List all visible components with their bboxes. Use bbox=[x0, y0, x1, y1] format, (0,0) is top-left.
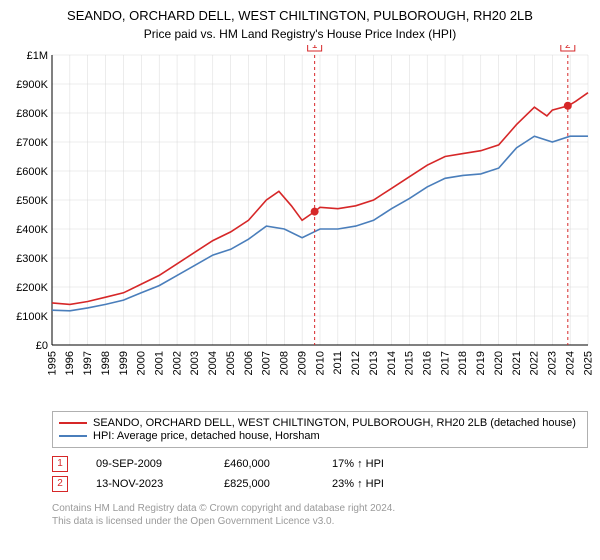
svg-text:1: 1 bbox=[312, 45, 318, 51]
legend-item: SEANDO, ORCHARD DELL, WEST CHILTINGTON, … bbox=[59, 417, 581, 429]
svg-text:2016: 2016 bbox=[422, 351, 434, 375]
svg-text:£100K: £100K bbox=[16, 311, 48, 323]
legend-item: HPI: Average price, detached house, Hors… bbox=[59, 430, 581, 442]
chart-title: SEANDO, ORCHARD DELL, WEST CHILTINGTON, … bbox=[6, 8, 594, 25]
svg-text:£0: £0 bbox=[36, 340, 48, 352]
svg-text:£400K: £400K bbox=[16, 224, 48, 236]
sale-dot-2 bbox=[564, 102, 572, 110]
svg-text:2: 2 bbox=[565, 45, 571, 51]
svg-text:2014: 2014 bbox=[386, 351, 398, 375]
sale-date: 09-SEP-2009 bbox=[96, 458, 196, 470]
svg-text:2004: 2004 bbox=[207, 351, 219, 375]
sale-badge: 1 bbox=[52, 456, 68, 472]
footer-attribution: Contains HM Land Registry data © Crown c… bbox=[52, 502, 588, 528]
svg-text:1995: 1995 bbox=[46, 351, 58, 375]
svg-text:2007: 2007 bbox=[261, 351, 273, 375]
svg-text:£800K: £800K bbox=[16, 108, 48, 120]
svg-text:£500K: £500K bbox=[16, 195, 48, 207]
svg-text:2013: 2013 bbox=[368, 351, 380, 375]
chart-subtitle: Price paid vs. HM Land Registry's House … bbox=[6, 27, 594, 41]
svg-text:2015: 2015 bbox=[404, 351, 416, 375]
svg-text:2011: 2011 bbox=[332, 351, 344, 375]
svg-text:£900K: £900K bbox=[16, 79, 48, 91]
svg-text:2008: 2008 bbox=[279, 351, 291, 375]
plot-area: £0 £100K £200K £300K £400K £500K £600K £700K £80… bbox=[6, 45, 594, 405]
sale-date: 13-NOV-2023 bbox=[96, 478, 196, 490]
legend-label: HPI: Average price, detached house, Hors… bbox=[93, 430, 320, 442]
legend-swatch bbox=[59, 422, 87, 424]
sale-price: £460,000 bbox=[224, 458, 304, 470]
sale-hpi: 23% ↑ HPI bbox=[332, 478, 412, 490]
footer-line-1: Contains HM Land Registry data © Crown c… bbox=[52, 502, 588, 515]
svg-text:1998: 1998 bbox=[100, 351, 112, 375]
svg-text:£300K: £300K bbox=[16, 253, 48, 265]
svg-text:2022: 2022 bbox=[529, 351, 541, 375]
svg-text:£700K: £700K bbox=[16, 137, 48, 149]
legend-swatch bbox=[59, 435, 87, 437]
sale-row: 1 09-SEP-2009 £460,000 17% ↑ HPI bbox=[52, 456, 588, 472]
svg-text:2000: 2000 bbox=[136, 351, 148, 375]
svg-text:2021: 2021 bbox=[511, 351, 523, 375]
sale-dot-1 bbox=[311, 207, 319, 215]
svg-text:£200K: £200K bbox=[16, 282, 48, 294]
svg-text:£600K: £600K bbox=[16, 166, 48, 178]
chart-container: SEANDO, ORCHARD DELL, WEST CHILTINGTON, … bbox=[0, 0, 600, 534]
svg-text:£1M: £1M bbox=[27, 50, 48, 62]
svg-text:1999: 1999 bbox=[118, 351, 130, 375]
svg-text:2017: 2017 bbox=[439, 351, 451, 375]
svg-text:2010: 2010 bbox=[314, 351, 326, 375]
svg-text:2012: 2012 bbox=[350, 351, 362, 375]
svg-text:2018: 2018 bbox=[457, 351, 469, 375]
svg-text:2009: 2009 bbox=[296, 351, 308, 375]
svg-text:2025: 2025 bbox=[582, 351, 594, 375]
sale-badge: 2 bbox=[52, 476, 68, 492]
svg-text:2019: 2019 bbox=[475, 351, 487, 375]
line-chart-svg: £0 £100K £200K £300K £400K £500K £600K £700K £80… bbox=[6, 45, 594, 405]
svg-text:2003: 2003 bbox=[189, 351, 201, 375]
sale-row: 2 13-NOV-2023 £825,000 23% ↑ HPI bbox=[52, 476, 588, 492]
legend-box: SEANDO, ORCHARD DELL, WEST CHILTINGTON, … bbox=[52, 411, 588, 448]
sale-price: £825,000 bbox=[224, 478, 304, 490]
svg-text:2020: 2020 bbox=[493, 351, 505, 375]
sales-table: 1 09-SEP-2009 £460,000 17% ↑ HPI 2 13-NOV-202… bbox=[52, 456, 588, 492]
sale-hpi: 17% ↑ HPI bbox=[332, 458, 412, 470]
svg-text:2024: 2024 bbox=[564, 351, 576, 375]
svg-text:2023: 2023 bbox=[547, 351, 559, 375]
svg-text:2002: 2002 bbox=[171, 351, 183, 375]
svg-text:1997: 1997 bbox=[82, 351, 94, 375]
svg-text:2005: 2005 bbox=[225, 351, 237, 375]
svg-text:1996: 1996 bbox=[64, 351, 76, 375]
footer-line-2: This data is licensed under the Open Gov… bbox=[52, 515, 588, 528]
svg-text:2006: 2006 bbox=[243, 351, 255, 375]
svg-text:2001: 2001 bbox=[153, 351, 165, 375]
legend-label: SEANDO, ORCHARD DELL, WEST CHILTINGTON, … bbox=[93, 417, 576, 429]
